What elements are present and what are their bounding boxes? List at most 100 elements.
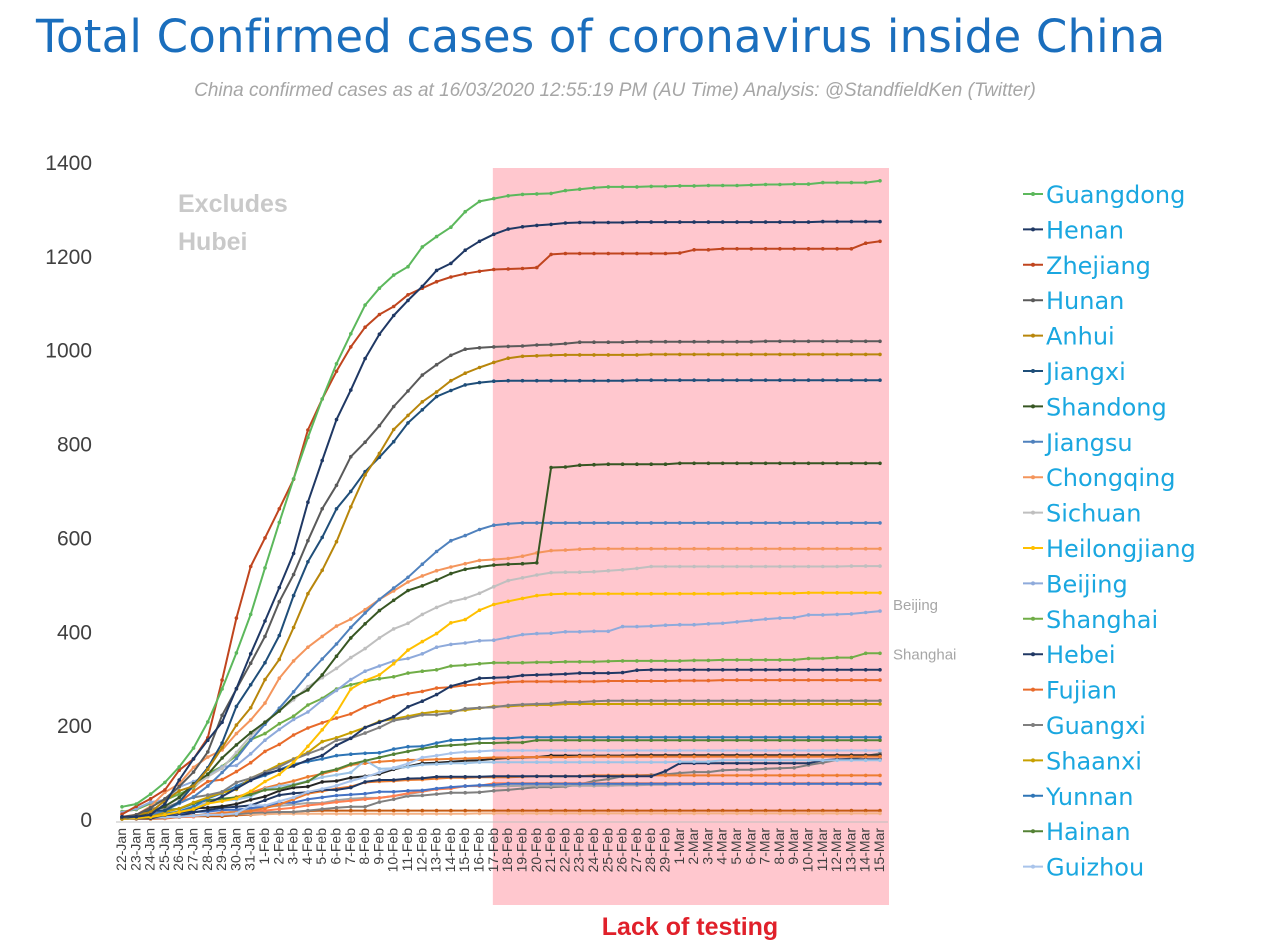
x-tick-label: 25-Feb (599, 828, 615, 873)
data-point (692, 220, 696, 224)
data-point (778, 352, 782, 357)
data-point (220, 741, 224, 745)
data-point (849, 219, 854, 224)
data-point (735, 247, 739, 251)
data-point (492, 196, 496, 201)
data-point (763, 564, 768, 569)
x-tick-label: 6-Feb (328, 828, 344, 865)
data-point (434, 775, 439, 779)
data-point (434, 744, 439, 749)
data-point (334, 779, 339, 783)
data-point (492, 557, 496, 562)
data-point (477, 199, 482, 204)
legend-item: Shaanxi (1023, 747, 1142, 775)
data-point (549, 570, 553, 575)
data-point (835, 378, 839, 383)
data-point (778, 461, 782, 466)
data-point (320, 770, 325, 775)
data-point (406, 293, 410, 297)
data-point (821, 656, 825, 661)
data-point (177, 810, 181, 814)
data-point (291, 779, 296, 783)
data-point (220, 777, 224, 782)
data-point (635, 735, 639, 740)
legend-label: Hunan (1046, 287, 1124, 315)
x-tick-label: 16-Feb (471, 828, 487, 873)
legend-marker (1031, 581, 1035, 586)
data-point (606, 698, 611, 703)
data-point (663, 702, 668, 706)
data-point (821, 738, 825, 742)
data-point (549, 252, 553, 257)
data-point (549, 521, 553, 525)
data-point (349, 762, 353, 766)
data-point (563, 774, 568, 779)
data-point (263, 803, 267, 808)
data-point (520, 673, 525, 678)
data-point (377, 286, 382, 291)
data-point (863, 651, 868, 656)
data-point (363, 669, 367, 673)
data-point (449, 761, 453, 765)
data-point (678, 735, 682, 740)
data-point (878, 352, 882, 357)
data-point (349, 687, 353, 691)
data-point (163, 808, 167, 813)
data-point (177, 814, 181, 819)
y-tick-label: 0 (80, 809, 92, 832)
data-point (763, 748, 768, 753)
x-tick-label: 10-Feb (385, 828, 401, 873)
data-point (778, 738, 782, 742)
data-point (349, 489, 353, 494)
data-point (120, 814, 124, 819)
data-point (306, 775, 310, 779)
data-point (363, 780, 367, 784)
data-point (492, 232, 496, 237)
data-point (363, 356, 367, 361)
series-line (121, 179, 881, 808)
data-point (592, 774, 596, 779)
data-point (291, 805, 296, 810)
x-tick-label: 7-Mar (757, 828, 773, 865)
data-point (706, 564, 711, 569)
data-point (306, 500, 310, 505)
data-point (506, 522, 511, 526)
data-point (806, 378, 811, 383)
data-point (763, 339, 768, 344)
data-point (821, 461, 825, 466)
data-point (577, 220, 582, 225)
data-point (706, 738, 711, 742)
data-point (763, 521, 768, 525)
data-point (849, 678, 854, 682)
data-point (635, 668, 639, 672)
data-point (792, 339, 796, 344)
data-point (849, 668, 854, 672)
data-point (306, 560, 310, 564)
data-point (749, 521, 754, 525)
data-point (678, 546, 682, 551)
data-point (735, 183, 739, 188)
data-point (778, 220, 782, 224)
data-point (263, 772, 267, 776)
data-point (320, 795, 325, 800)
data-point (334, 783, 339, 788)
data-point (878, 564, 882, 568)
data-point (620, 698, 625, 703)
data-point (549, 760, 553, 764)
data-point (606, 546, 611, 551)
data-point (349, 805, 353, 809)
data-point (406, 671, 410, 675)
data-point (778, 773, 782, 778)
legend-item: Sichuan (1023, 500, 1141, 528)
data-point (406, 776, 410, 781)
data-point (649, 659, 653, 663)
data-point (320, 739, 325, 744)
data-point (763, 808, 768, 813)
data-point (492, 789, 496, 793)
data-point (749, 698, 754, 703)
data-point (806, 591, 811, 595)
data-point (406, 580, 410, 584)
data-point (449, 571, 453, 576)
data-point (506, 736, 511, 741)
data-point (692, 564, 696, 569)
